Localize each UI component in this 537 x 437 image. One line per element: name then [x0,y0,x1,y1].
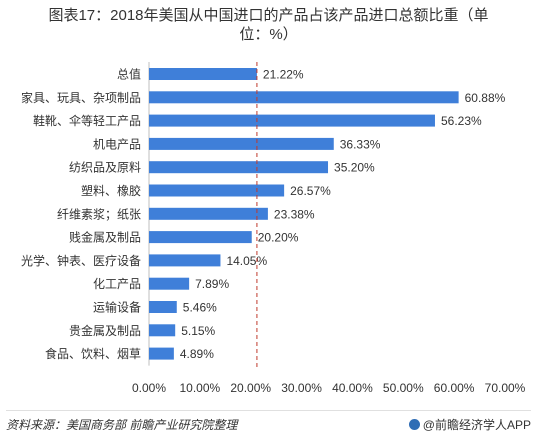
value-label: 4.89% [180,347,214,361]
category-label: 化工产品 [93,277,141,291]
category-label: 纺织品及原料 [69,161,141,175]
x-tick-label: 60.00% [434,381,475,395]
bar [149,207,268,220]
x-tick-label: 50.00% [383,381,424,395]
chart-title-line1: 图表17：2018年美国从中国进口的产品占该产品进口总额比重（单 [48,7,489,24]
value-label: 60.88% [465,91,506,105]
brand-credit: @前瞻经济学人APP [408,416,531,433]
value-label: 26.57% [290,184,331,198]
category-label: 贵金属及制品 [69,323,141,338]
x-tick-label: 40.00% [332,381,373,395]
bar [149,347,174,360]
category-label: 总值 [117,67,141,82]
bar [149,161,329,174]
category-label: 机电产品 [93,137,141,151]
footer: 资料来源：美国商务部 前瞻产业研究院整理 @前瞻经济学人APP [6,410,531,433]
value-label: 21.22% [263,68,304,82]
brand-label: @前瞻经济学人APP [422,418,531,432]
category-label: 贱金属及制品 [69,230,141,245]
value-label: 36.33% [340,137,381,151]
bar [149,231,252,244]
value-label: 7.89% [195,277,229,291]
category-label: 光学、钟表、医疗设备 [21,253,141,268]
bar [149,137,334,150]
bar [149,91,459,104]
value-label: 35.20% [334,161,375,175]
brand-logo-icon [408,419,420,430]
x-tick-label: 30.00% [281,381,322,395]
x-tick-label: 20.00% [230,381,271,395]
bar [149,184,285,197]
x-tick-label: 70.00% [485,381,526,395]
x-tick-label: 10.00% [180,381,221,395]
chart-title: 图表17：2018年美国从中国进口的产品占该产品进口总额比重（单 位：%） [0,6,537,44]
bar [149,254,221,267]
value-label: 5.15% [181,324,215,338]
bar [149,324,176,337]
category-label: 纤维素浆；纸张 [57,206,141,221]
category-label: 运输设备 [93,300,141,315]
value-label: 56.23% [441,114,482,128]
value-label: 23.38% [274,207,315,221]
bar [149,301,177,313]
source-note: 资料来源：美国商务部 前瞻产业研究院整理 [6,418,238,432]
category-label: 食品、饮料、烟草 [45,346,141,361]
category-label: 家具、玩具、杂项制品 [21,90,141,105]
chart-title-line2: 位：%） [239,26,298,43]
bar [149,277,190,290]
category-label: 鞋靴、伞等轻工产品 [33,113,141,128]
bar [149,68,257,80]
value-label: 5.46% [183,301,217,315]
bar-chart: 总值 21.22% 家具、玩具、杂项制品 60.88% 鞋靴、伞等轻工产品 56.23% 机… [21,62,526,395]
category-label: 塑料、橡胶 [81,183,141,198]
value-label: 14.05% [226,254,267,268]
x-tick-label: 0.00% [132,381,166,395]
bar [149,114,435,127]
value-label: 20.20% [258,231,299,245]
